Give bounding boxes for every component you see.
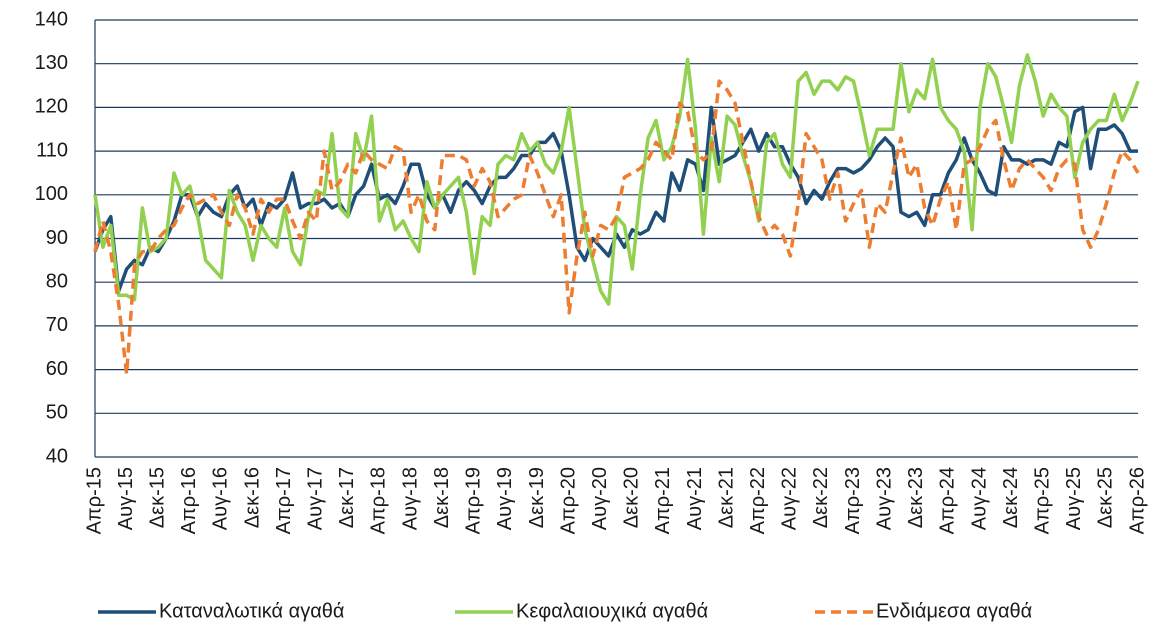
legend-label: Καταναλωτικά αγαθά: [159, 600, 344, 622]
x-tick-label: Δεκ-17: [336, 467, 358, 528]
legend-label: Ενδιάμεσα αγαθά: [876, 600, 1032, 622]
x-tick-label: Δεκ-20: [621, 467, 643, 528]
y-tick-label: 50: [46, 402, 68, 424]
x-tick-label: Δεκ-22: [810, 467, 832, 528]
y-tick-label: 90: [46, 227, 68, 249]
x-tick-label: Αυγ-25: [1063, 467, 1085, 530]
y-tick-label: 110: [36, 139, 68, 161]
x-tick-label: Δεκ-23: [905, 467, 927, 528]
x-tick-label: Απρ-20: [557, 467, 579, 534]
x-tick-label: Απρ-23: [842, 467, 864, 534]
legend-label: Κεφαλαιουχικά αγαθά: [516, 600, 708, 622]
x-tick-label: Απρ-25: [1031, 467, 1053, 534]
x-tick-label: Απρ-18: [368, 467, 390, 534]
x-tick-label: Απρ-19: [463, 467, 485, 534]
x-tick-label: Αυγ-16: [210, 467, 232, 530]
y-tick-label: 70: [46, 314, 68, 336]
x-tick-label: Αυγ-24: [968, 467, 990, 530]
y-tick-label: 140: [35, 8, 68, 30]
x-tick-label: Δεκ-16: [241, 467, 263, 528]
x-tick-label: Αυγ-20: [589, 467, 611, 530]
series-line: [93, 105, 1138, 293]
x-tick-label: Δεκ-21: [715, 467, 737, 528]
x-tick-label: Απρ-17: [273, 467, 295, 534]
y-tick-label: 80: [46, 270, 68, 292]
y-tick-label: 100: [35, 183, 68, 205]
series-line: [93, 79, 1140, 376]
series-line: [93, 53, 1140, 306]
x-tick-label: Δεκ-18: [431, 467, 453, 528]
x-tick-label: Απρ-24: [937, 467, 959, 534]
x-tick-label: Δεκ-19: [526, 467, 548, 528]
x-tick-label: Απρ-22: [747, 467, 769, 534]
y-tick-label: 60: [46, 358, 68, 380]
y-tick-label: 120: [35, 96, 68, 118]
x-tick-label: Απρ-15: [83, 467, 105, 534]
x-tick-label: Δεκ-15: [146, 467, 168, 528]
y-tick-label: 130: [35, 52, 68, 74]
x-tick-label: Απρ-26: [1126, 467, 1148, 534]
x-tick-label: Αυγ-15: [115, 467, 137, 530]
x-tick-label: Δεκ-25: [1095, 467, 1117, 528]
x-tick-label: Αυγ-21: [684, 467, 706, 530]
x-tick-label: Δεκ-24: [1000, 467, 1022, 528]
x-tick-label: Αυγ-18: [399, 467, 421, 530]
y-tick-label: 40: [46, 445, 68, 467]
x-tick-label: Αυγ-22: [779, 467, 801, 530]
x-tick-label: Απρ-16: [178, 467, 200, 534]
x-tick-label: Αυγ-17: [305, 467, 327, 530]
x-tick-label: Αυγ-19: [494, 467, 516, 530]
x-tick-label: Απρ-21: [652, 467, 674, 534]
x-tick-label: Αυγ-23: [873, 467, 895, 530]
